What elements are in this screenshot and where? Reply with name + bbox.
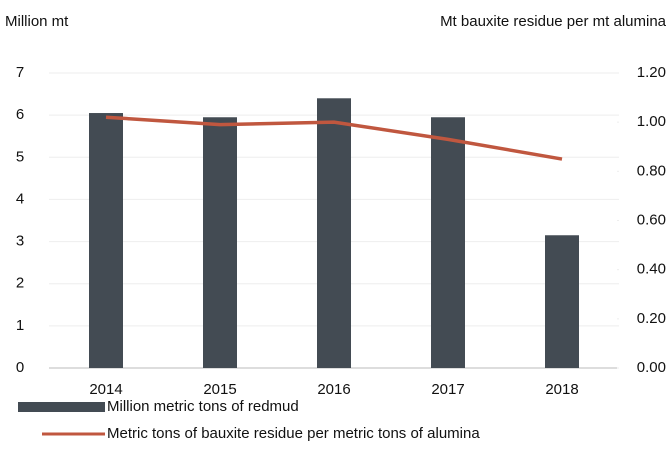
y2-tick-label: 1.00 (637, 113, 666, 130)
y2-tick-label: 0.40 (637, 261, 666, 278)
bar (431, 117, 465, 368)
x-tick-label: 2014 (89, 381, 122, 398)
x-tick-label: 2017 (431, 381, 464, 398)
bar (545, 235, 579, 368)
legend-label: Metric tons of bauxite residue per metri… (107, 425, 480, 442)
y2-tick-label: 0.20 (637, 310, 666, 327)
bar (203, 117, 237, 368)
y-tick-label: 3 (16, 233, 24, 250)
legend-label: Million metric tons of redmud (107, 398, 299, 415)
legend-swatch (18, 402, 105, 412)
bar (317, 98, 351, 369)
y-tick-label: 4 (16, 190, 24, 207)
line (105, 115, 563, 161)
bar (89, 113, 123, 369)
y-tick-label: 7 (16, 64, 24, 81)
y2-tick-label: 0.80 (637, 162, 666, 179)
y-tick-label: 6 (16, 106, 24, 123)
y-tick-label: 1 (16, 317, 24, 334)
x-tick-label: 2015 (203, 381, 236, 398)
y2-axis-title: Mt bauxite residue per mt alumina (440, 13, 667, 30)
y-tick-label: 0 (16, 359, 24, 376)
y2-tick-label: 1.20 (637, 64, 666, 81)
y2-tick-label: 0.60 (637, 211, 666, 228)
y-tick-label: 2 (16, 275, 24, 292)
y2-tick-label: 0.00 (637, 359, 666, 376)
x-tick-label: 2016 (317, 381, 350, 398)
y-axis-title: Million mt (5, 13, 69, 30)
y-tick-label: 5 (16, 148, 24, 165)
x-tick-label: 2018 (545, 381, 578, 398)
